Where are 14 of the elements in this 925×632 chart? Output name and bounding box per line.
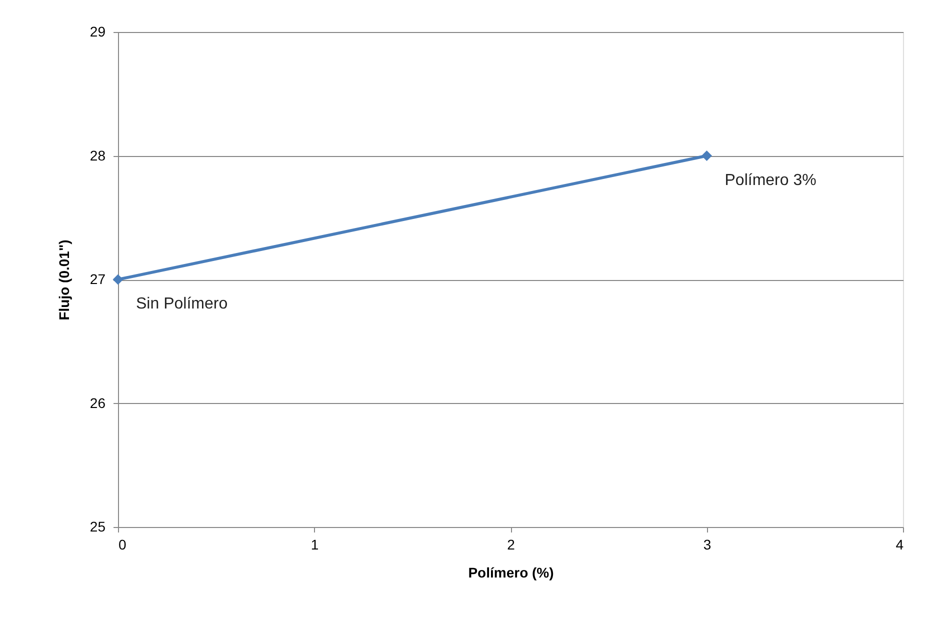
x-axis-title: Polímero (%)	[468, 564, 554, 580]
x-tick-label: 2	[507, 536, 516, 552]
y-tick-label: 26	[90, 394, 106, 411]
annotation: Polímero 3%	[724, 172, 816, 189]
y-axis-title: Flujo (0.01")	[56, 240, 72, 320]
y-tick-label: 29	[90, 24, 106, 40]
x-tick-label: 3	[703, 536, 712, 552]
x-tick-label: 4	[896, 536, 904, 552]
y-tick-label: 27	[90, 271, 106, 287]
y-tick-label: 25	[90, 518, 106, 534]
y-tick-label: 28	[90, 147, 106, 164]
x-tick-label: 0	[118, 536, 126, 552]
x-tick-label: 1	[310, 536, 319, 552]
annotation: Sin Polímero	[136, 296, 228, 312]
